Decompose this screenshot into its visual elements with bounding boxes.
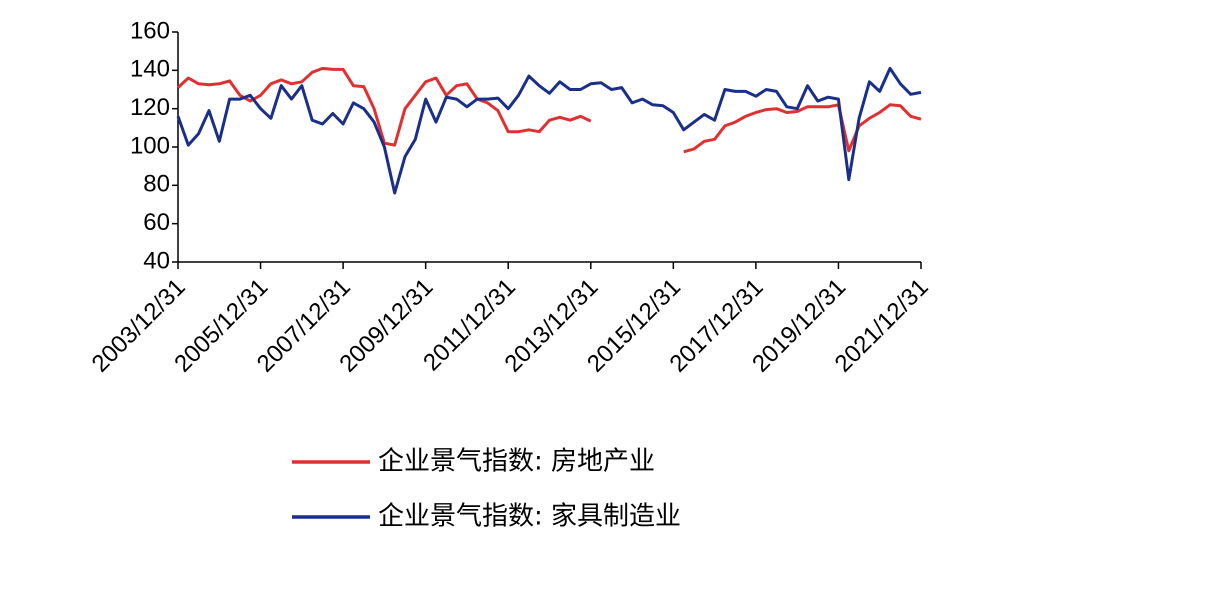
y-tick-label: 60 — [143, 209, 170, 236]
legend-label: 企业景气指数: 家具制造业 — [378, 502, 681, 532]
y-tick-label: 100 — [130, 132, 170, 159]
y-tick-label: 120 — [130, 94, 170, 121]
y-tick-label: 140 — [130, 56, 170, 83]
legend-label: 企业景气指数: 房地产业 — [378, 447, 655, 477]
y-tick-label: 160 — [130, 17, 170, 44]
series-line — [176, 66, 922, 195]
y-tick-label: 40 — [143, 247, 170, 274]
series-line — [176, 66, 922, 154]
y-tick-label: 80 — [143, 171, 170, 198]
